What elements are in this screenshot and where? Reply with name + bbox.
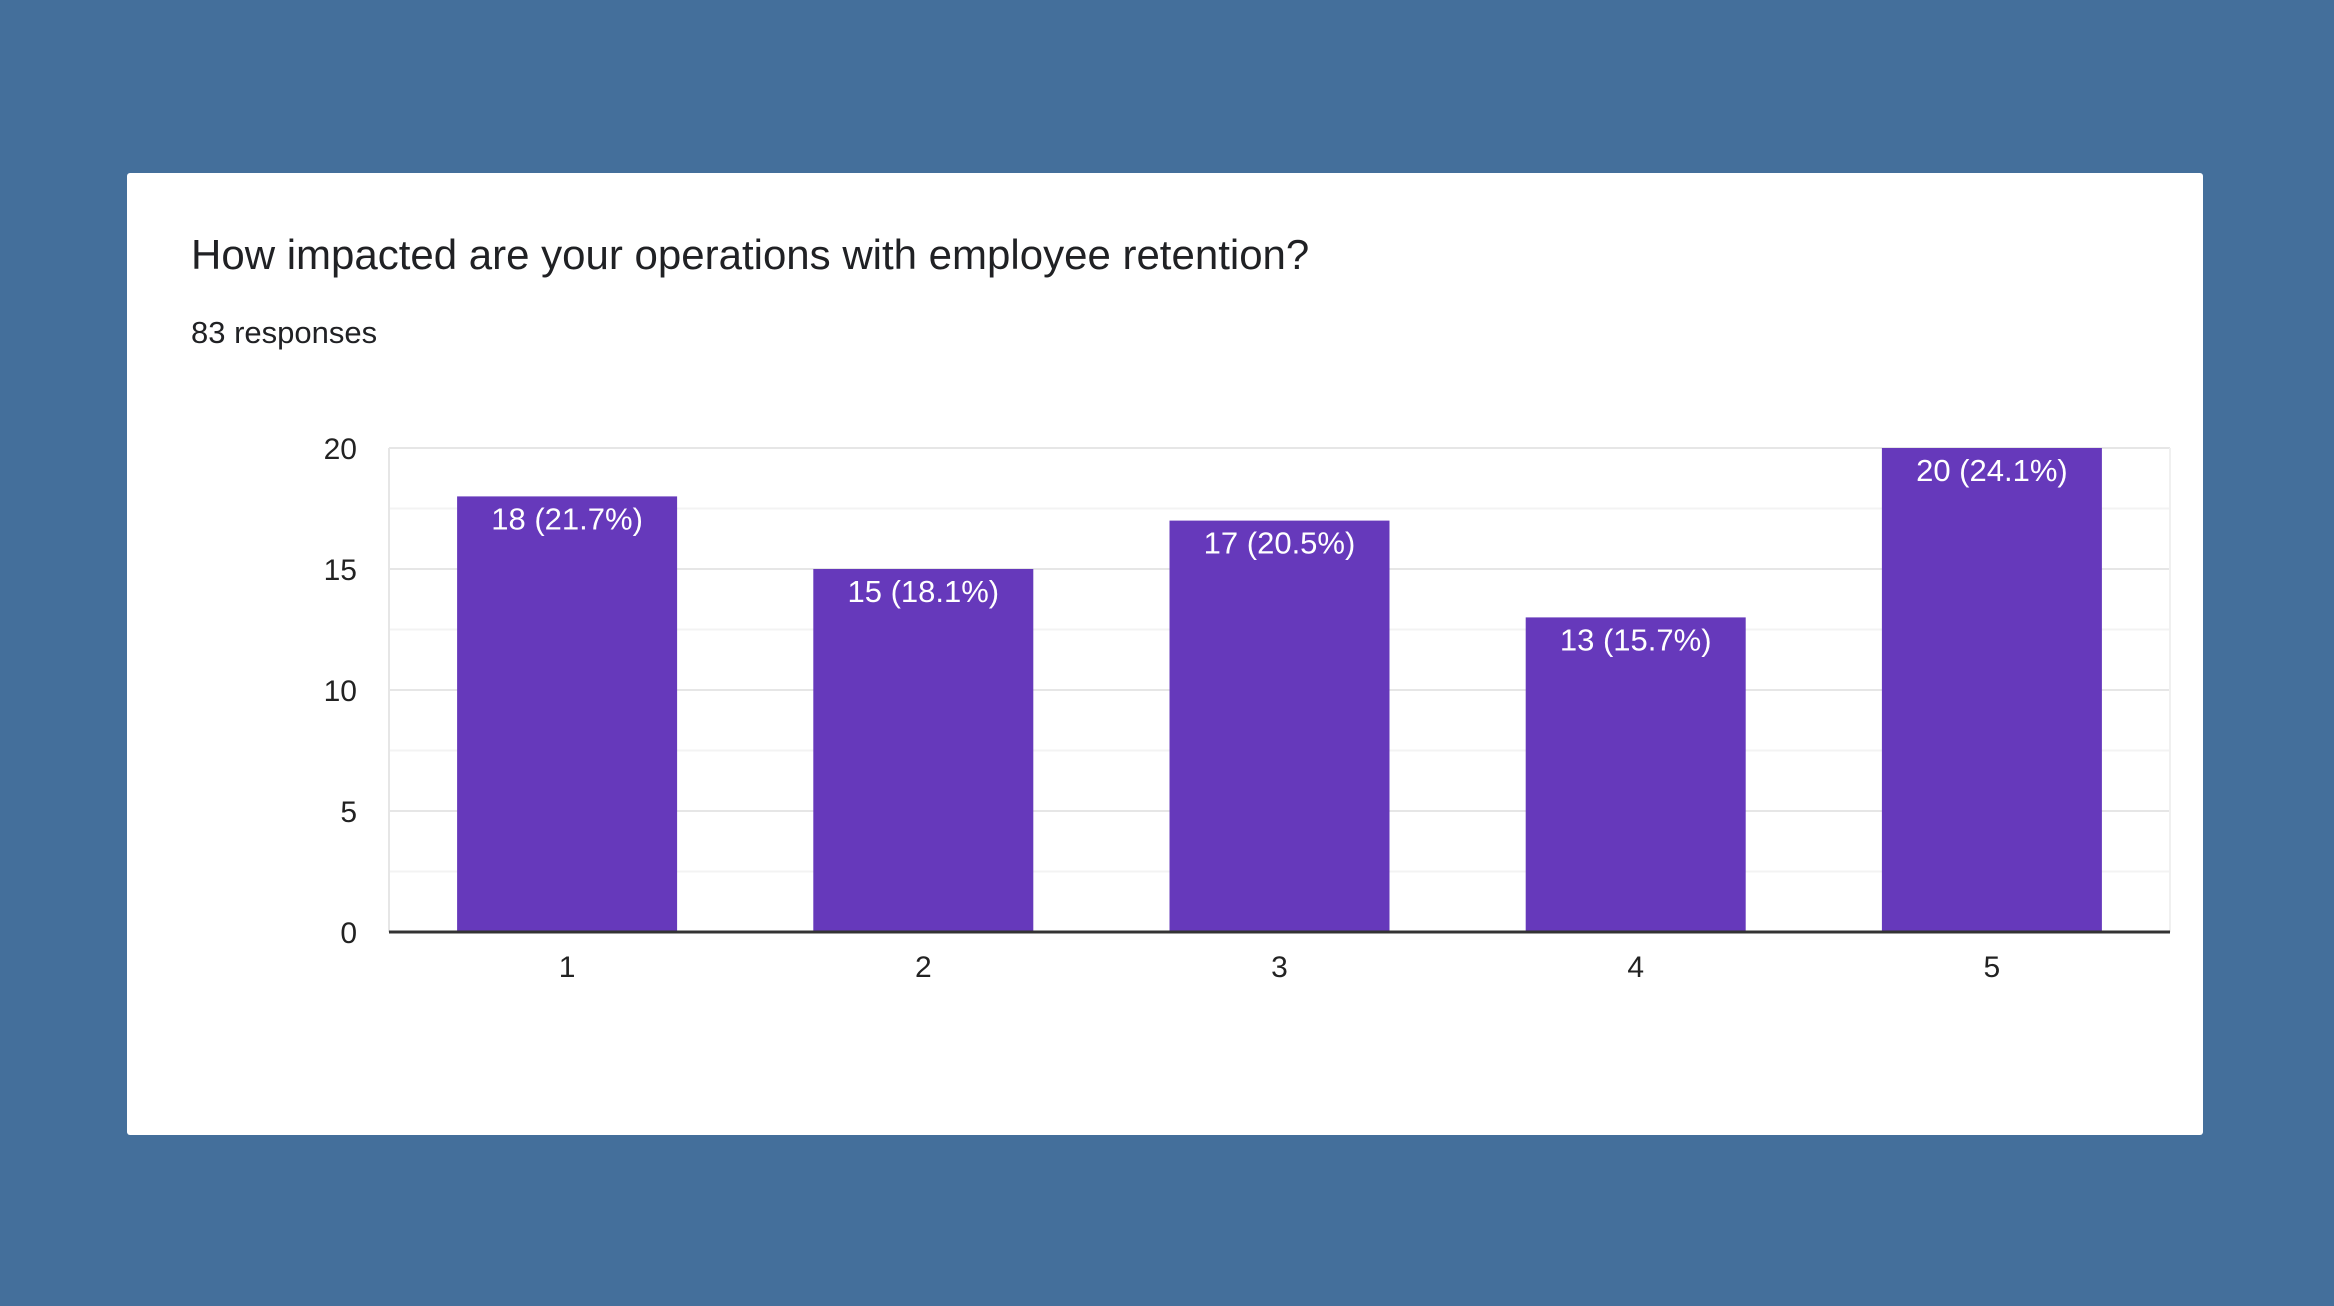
bar-data-label: 17 (20.5%) [1204,526,1356,561]
x-tick-label: 4 [1627,951,1644,984]
x-tick-label: 2 [915,951,932,984]
chart-title: How impacted are your operations with em… [191,231,1310,278]
bar-3[interactable] [1169,520,1390,932]
y-tick-label: 20 [324,433,357,466]
response-count: 83 responses [191,315,378,350]
bar-1[interactable] [457,496,678,932]
bar-5[interactable] [1881,448,2102,932]
y-tick-label: 10 [324,675,357,708]
bar-data-label: 18 (21.7%) [491,501,643,536]
bar-data-label: 15 (18.1%) [847,574,999,609]
bar-4[interactable] [1525,617,1746,932]
bar-data-label: 20 (24.1%) [1916,453,2068,488]
y-tick-label: 0 [340,917,357,950]
y-tick-label: 15 [324,554,357,587]
x-tick-label: 3 [1271,951,1288,984]
bars [457,448,2102,932]
x-tick-label: 1 [559,951,576,984]
bar-data-label: 13 (15.7%) [1560,622,1712,657]
chart-card: How impacted are your operations with em… [127,173,2203,1135]
data-labels: 18 (21.7%) 15 (18.1%) 17 (20.5%) 13 (15.7%)… [491,453,2067,657]
y-tick-label: 5 [340,796,357,829]
bar-chart: 18 (21.7%) 15 (18.1%) 17 (20.5%) 13 (15.7%)… [324,433,2171,984]
axes: 0 5 10 15 20 1 2 3 4 5 [324,433,2170,984]
bar-2[interactable] [813,569,1034,932]
x-tick-label: 5 [1984,951,2001,984]
